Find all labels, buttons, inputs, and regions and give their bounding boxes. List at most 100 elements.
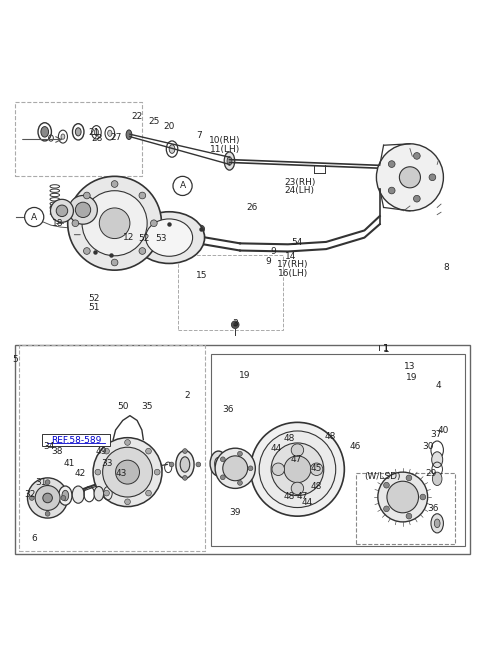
Circle shape bbox=[173, 222, 180, 229]
Circle shape bbox=[165, 220, 173, 228]
Circle shape bbox=[271, 443, 324, 496]
Text: 40: 40 bbox=[438, 426, 449, 434]
Text: 14: 14 bbox=[285, 252, 297, 261]
Ellipse shape bbox=[94, 129, 98, 135]
FancyBboxPatch shape bbox=[42, 434, 110, 446]
Ellipse shape bbox=[180, 457, 190, 472]
Text: 2: 2 bbox=[184, 391, 190, 400]
Circle shape bbox=[103, 447, 153, 497]
Circle shape bbox=[35, 486, 60, 511]
Circle shape bbox=[104, 490, 109, 496]
Circle shape bbox=[139, 192, 146, 199]
Text: 35: 35 bbox=[141, 401, 153, 411]
Text: 50: 50 bbox=[117, 401, 129, 411]
Text: 19: 19 bbox=[239, 371, 251, 380]
Text: 6: 6 bbox=[31, 534, 37, 543]
Ellipse shape bbox=[431, 514, 444, 533]
Circle shape bbox=[196, 462, 201, 467]
Ellipse shape bbox=[432, 452, 443, 468]
Circle shape bbox=[197, 225, 204, 233]
Text: 12: 12 bbox=[123, 233, 135, 242]
Text: 39: 39 bbox=[229, 508, 241, 517]
Ellipse shape bbox=[59, 486, 72, 505]
Text: A: A bbox=[31, 212, 37, 221]
Text: 38: 38 bbox=[51, 447, 62, 456]
Ellipse shape bbox=[169, 145, 175, 154]
Circle shape bbox=[272, 463, 285, 476]
Ellipse shape bbox=[224, 152, 235, 170]
Circle shape bbox=[84, 248, 90, 254]
Text: 51: 51 bbox=[89, 303, 100, 312]
Circle shape bbox=[69, 196, 97, 224]
Circle shape bbox=[388, 187, 395, 194]
Text: 36: 36 bbox=[222, 405, 234, 415]
Text: 48: 48 bbox=[311, 482, 322, 491]
FancyBboxPatch shape bbox=[134, 217, 154, 236]
Ellipse shape bbox=[434, 519, 440, 528]
Text: 13: 13 bbox=[404, 362, 416, 371]
Circle shape bbox=[378, 472, 428, 522]
Circle shape bbox=[56, 205, 68, 217]
Text: 47: 47 bbox=[290, 455, 302, 464]
Text: 30: 30 bbox=[422, 442, 434, 451]
Text: 44: 44 bbox=[270, 444, 282, 453]
Circle shape bbox=[29, 496, 34, 500]
Text: 17(RH): 17(RH) bbox=[277, 260, 308, 270]
Circle shape bbox=[145, 448, 151, 454]
Text: 27: 27 bbox=[111, 132, 122, 142]
Text: 5: 5 bbox=[12, 355, 18, 364]
Text: 54: 54 bbox=[292, 238, 303, 247]
Circle shape bbox=[420, 494, 426, 500]
Circle shape bbox=[43, 493, 52, 503]
Text: 19: 19 bbox=[406, 373, 417, 382]
Ellipse shape bbox=[146, 219, 192, 256]
Ellipse shape bbox=[432, 472, 442, 486]
Text: 48: 48 bbox=[283, 434, 295, 443]
Circle shape bbox=[50, 199, 73, 222]
Text: 15: 15 bbox=[196, 272, 207, 280]
Text: 23(RH): 23(RH) bbox=[284, 177, 315, 186]
Circle shape bbox=[95, 469, 101, 475]
Text: 48: 48 bbox=[324, 432, 336, 442]
Circle shape bbox=[388, 161, 395, 167]
Ellipse shape bbox=[134, 212, 204, 264]
Ellipse shape bbox=[227, 157, 232, 165]
Circle shape bbox=[68, 177, 161, 270]
Text: 21: 21 bbox=[89, 128, 100, 137]
Circle shape bbox=[399, 167, 420, 188]
Circle shape bbox=[406, 475, 412, 481]
Circle shape bbox=[220, 475, 225, 480]
Text: 43: 43 bbox=[116, 469, 127, 478]
Text: 31: 31 bbox=[36, 478, 47, 487]
Text: 7: 7 bbox=[196, 131, 202, 140]
Text: 34: 34 bbox=[43, 442, 54, 451]
Text: 4: 4 bbox=[436, 382, 442, 391]
Circle shape bbox=[223, 456, 248, 481]
Text: REF.58-589: REF.58-589 bbox=[51, 436, 101, 445]
Circle shape bbox=[111, 259, 118, 266]
Circle shape bbox=[248, 466, 253, 471]
Ellipse shape bbox=[126, 130, 132, 140]
Text: 37: 37 bbox=[431, 430, 442, 440]
Circle shape bbox=[93, 438, 162, 507]
Circle shape bbox=[90, 248, 99, 257]
Text: 18: 18 bbox=[52, 219, 64, 228]
Circle shape bbox=[238, 451, 242, 456]
Text: 24(LH): 24(LH) bbox=[285, 186, 315, 195]
Circle shape bbox=[45, 480, 50, 484]
Circle shape bbox=[384, 506, 389, 511]
Circle shape bbox=[259, 431, 336, 507]
Text: 1: 1 bbox=[383, 343, 389, 354]
Ellipse shape bbox=[94, 486, 104, 501]
Text: 42: 42 bbox=[74, 469, 86, 478]
Ellipse shape bbox=[144, 461, 150, 471]
Circle shape bbox=[151, 220, 157, 227]
Ellipse shape bbox=[72, 486, 84, 503]
Text: 44: 44 bbox=[301, 498, 312, 507]
Circle shape bbox=[72, 220, 79, 227]
Circle shape bbox=[75, 202, 91, 217]
Text: 52: 52 bbox=[139, 234, 150, 243]
Ellipse shape bbox=[154, 461, 162, 475]
Text: 9: 9 bbox=[271, 248, 276, 256]
Circle shape bbox=[406, 513, 412, 519]
